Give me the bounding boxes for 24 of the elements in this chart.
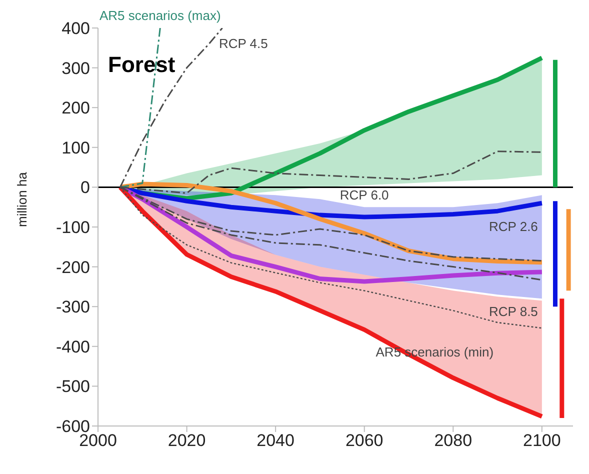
x-tick-label: 2020 <box>168 431 206 450</box>
annotation: RCP 6.0 <box>340 187 389 202</box>
y-axis-title: million ha <box>14 171 30 227</box>
y-tick-label: -400 <box>56 337 90 356</box>
x-tick-label: 2060 <box>345 431 384 450</box>
annotation: AR5 scenarios (max) <box>99 8 221 23</box>
annotation: AR5 scenarios (min) <box>376 344 494 360</box>
y-tick-label: -100 <box>56 218 90 238</box>
annotation: RCP 4.5 <box>218 36 268 51</box>
y-tick-label: -200 <box>56 258 90 277</box>
x-tick-label: 2000 <box>79 431 117 450</box>
x-tick-label: 2100 <box>523 431 561 450</box>
x-tick-label: 2040 <box>256 431 294 450</box>
text: Forest <box>108 52 176 78</box>
y-tick-label: 100 <box>62 138 90 158</box>
y-tick-label: 0 <box>80 178 90 198</box>
annotation: RCP 8.5 <box>489 304 538 319</box>
x-tick-label: 2080 <box>434 431 472 450</box>
annotation: RCP 2.6 <box>489 218 538 234</box>
y-tick-label: -500 <box>56 377 90 396</box>
y-tick-label: 300 <box>62 58 90 78</box>
y-tick-label: -300 <box>56 298 90 317</box>
y-tick-label: 400 <box>62 19 90 38</box>
y-tick-label: 200 <box>62 98 90 118</box>
